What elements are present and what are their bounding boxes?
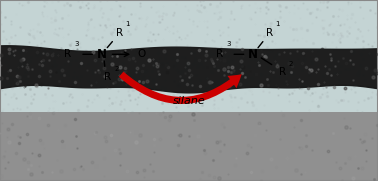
Bar — [0, 112, 378, 181]
Bar — [0, 0, 378, 112]
Text: R: R — [216, 49, 223, 59]
FancyArrowPatch shape — [119, 72, 242, 104]
Text: 1: 1 — [125, 21, 130, 28]
Text: R: R — [64, 49, 71, 59]
Text: 2: 2 — [114, 66, 119, 72]
Text: R: R — [104, 72, 111, 82]
Text: silane: silane — [173, 96, 205, 106]
Text: 1: 1 — [276, 21, 280, 28]
Text: O: O — [138, 49, 146, 59]
Text: R: R — [266, 28, 274, 39]
Text: 3: 3 — [74, 41, 79, 47]
Text: 2: 2 — [288, 61, 293, 67]
Text: N: N — [97, 48, 107, 61]
Text: 3: 3 — [226, 41, 231, 47]
Text: R: R — [116, 28, 124, 39]
Text: R: R — [279, 67, 286, 77]
Text: N: N — [248, 48, 258, 61]
